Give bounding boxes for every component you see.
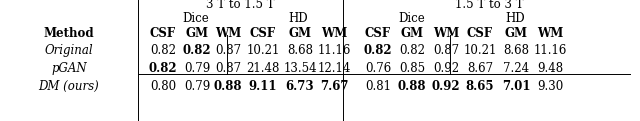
Text: HD: HD — [289, 12, 308, 25]
Text: 0.88: 0.88 — [214, 80, 243, 93]
Text: 9.30: 9.30 — [537, 80, 563, 93]
Text: Dice: Dice — [182, 12, 209, 25]
Text: CSF: CSF — [250, 27, 276, 40]
Text: GM: GM — [401, 27, 424, 40]
Text: 9.11: 9.11 — [249, 80, 277, 93]
Text: HD: HD — [505, 12, 525, 25]
Text: 0.87: 0.87 — [215, 62, 241, 75]
Text: 8.67: 8.67 — [467, 62, 493, 75]
Text: 8.68: 8.68 — [503, 44, 529, 57]
Text: 0.92: 0.92 — [432, 80, 460, 93]
Text: 13.54: 13.54 — [283, 62, 317, 75]
Text: 0.82: 0.82 — [399, 44, 425, 57]
Text: 11.16: 11.16 — [533, 44, 566, 57]
Text: 0.87: 0.87 — [433, 44, 459, 57]
Text: 0.80: 0.80 — [150, 80, 176, 93]
Text: 8.68: 8.68 — [287, 44, 313, 57]
Text: 3 T to 1.5 T: 3 T to 1.5 T — [206, 0, 275, 11]
Text: 0.79: 0.79 — [184, 62, 210, 75]
Text: 11.16: 11.16 — [317, 44, 351, 57]
Text: 0.87: 0.87 — [215, 44, 241, 57]
Text: CSF: CSF — [467, 27, 493, 40]
Text: WM: WM — [433, 27, 459, 40]
Text: Dice: Dice — [399, 12, 426, 25]
Text: 1.5 T to 3 T: 1.5 T to 3 T — [454, 0, 524, 11]
Text: CSF: CSF — [365, 27, 391, 40]
Text: 0.76: 0.76 — [365, 62, 391, 75]
Text: 7.67: 7.67 — [320, 80, 348, 93]
Text: 0.82: 0.82 — [148, 62, 177, 75]
Text: 10.21: 10.21 — [246, 44, 280, 57]
Text: 0.79: 0.79 — [184, 80, 210, 93]
Text: CSF: CSF — [150, 27, 176, 40]
Text: 12.14: 12.14 — [317, 62, 351, 75]
Text: 21.48: 21.48 — [246, 62, 280, 75]
Text: 0.85: 0.85 — [399, 62, 425, 75]
Text: 0.81: 0.81 — [365, 80, 391, 93]
Text: GM: GM — [186, 27, 209, 40]
Text: Method: Method — [44, 27, 94, 40]
Text: WM: WM — [537, 27, 563, 40]
Text: 7.24: 7.24 — [503, 62, 529, 75]
Text: WM: WM — [215, 27, 241, 40]
Text: 6.73: 6.73 — [285, 80, 314, 93]
Text: 0.82: 0.82 — [150, 44, 176, 57]
Text: GM: GM — [289, 27, 312, 40]
Text: pGAN: pGAN — [51, 62, 87, 75]
Text: 7.01: 7.01 — [502, 80, 531, 93]
Text: GM: GM — [504, 27, 527, 40]
Text: DM (ours): DM (ours) — [38, 80, 99, 93]
Text: 9.48: 9.48 — [537, 62, 563, 75]
Text: 0.82: 0.82 — [182, 44, 211, 57]
Text: 10.21: 10.21 — [463, 44, 497, 57]
Text: WM: WM — [321, 27, 347, 40]
Text: 0.92: 0.92 — [433, 62, 459, 75]
Text: 0.82: 0.82 — [364, 44, 392, 57]
Text: 8.65: 8.65 — [466, 80, 494, 93]
Text: Original: Original — [45, 44, 93, 57]
Text: 0.88: 0.88 — [397, 80, 426, 93]
